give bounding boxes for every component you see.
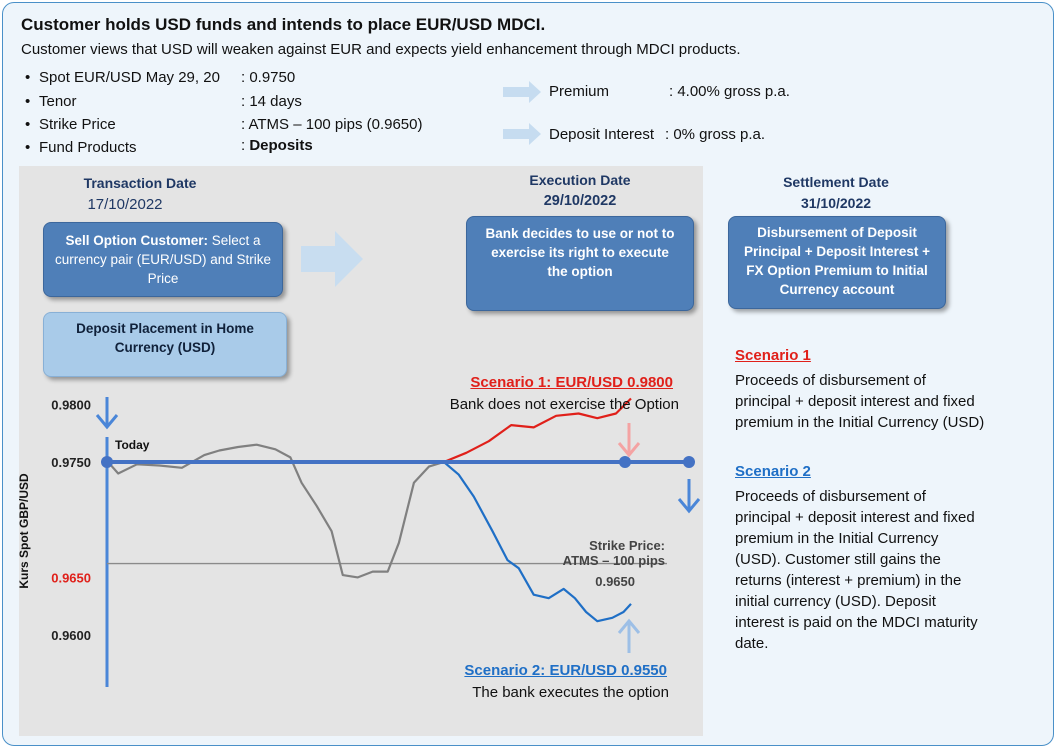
scenario2-caption: The bank executes the option	[472, 684, 669, 701]
term-value: : Deposits	[241, 137, 313, 154]
term-fund: • Fund Products	[25, 139, 137, 156]
arrow-right-icon	[503, 81, 541, 103]
arrow-right-icon	[301, 231, 363, 287]
strike-label-1: Strike Price:	[589, 538, 665, 553]
sell-option-bold: Sell Option Customer:	[65, 233, 208, 248]
term-tenor: • Tenor	[25, 93, 77, 110]
chart-ylabel: Kurs Spot GBP/USD	[17, 473, 31, 589]
deposit-placement-box: Deposit Placement in Home Currency (USD)	[43, 312, 287, 377]
sell-option-box: Sell Option Customer: Select a currency …	[43, 222, 283, 297]
today-point	[101, 456, 113, 468]
scenario1-arrow-icon	[617, 423, 641, 458]
scenario2-arrow-icon	[617, 618, 641, 653]
series-line-0	[106, 443, 445, 579]
term-label: Tenor	[39, 93, 77, 110]
y-tick-label: 0.9750	[51, 455, 91, 470]
scenario1-caption: Bank does not exercise the Option	[449, 396, 679, 413]
y-tick-label: 0.9600	[51, 628, 91, 643]
arrow-down-icon	[95, 397, 119, 430]
term-label: Spot EUR/USD May 29, 20	[39, 69, 220, 86]
y-tick-label: 0.9800	[51, 397, 91, 412]
execution-point	[619, 456, 631, 468]
term-value: : ATMS – 100 pips (0.9650)	[241, 116, 423, 133]
strike-value: 0.9650	[595, 574, 635, 589]
arrow-right-icon	[503, 123, 541, 145]
today-label: Today	[115, 438, 150, 452]
term-label: Fund Products	[39, 139, 137, 156]
execution-date-title: Execution Date	[529, 172, 631, 188]
execution-date-value: 29/10/2022	[543, 193, 617, 209]
sell-option-rest: Select a currency pair (EUR/USD) and Str…	[54, 233, 272, 286]
arrow-down-icon	[677, 479, 701, 514]
settlement-date-value: 31/10/2022	[800, 195, 872, 211]
scenario1-heading: Scenario 1	[735, 347, 811, 364]
y-tick-label: 0.9650	[51, 570, 91, 585]
series-line-1	[443, 397, 632, 464]
term-value: : 0.9750	[241, 69, 296, 86]
deposit-interest-value: : 0% gross p.a.	[665, 126, 766, 143]
bank-decides-box: Bank decides to use or not to exercise i…	[466, 216, 694, 311]
transaction-date-title: Transaction Date	[83, 175, 197, 191]
fx-chart: 0.9800 0.9750 0.9650 0.9600 Today	[51, 397, 701, 687]
page-subtitle: Customer views that USD will weaken agai…	[21, 41, 741, 58]
term-label: Strike Price	[39, 116, 116, 133]
scenario2-title: Scenario 2: EUR/USD 0.9550	[464, 662, 667, 679]
scenario2-heading: Scenario 2	[735, 463, 811, 480]
term-value-prefix: :	[241, 137, 250, 154]
settlement-date-title: Settlement Date	[783, 174, 889, 190]
transaction-date-value: 17/10/2022	[87, 196, 163, 213]
series-line-2	[443, 461, 632, 623]
term-value: : 14 days	[241, 93, 302, 110]
chart-layer: 0.9800 0.9750 0.9650 0.9600 Today	[51, 397, 701, 687]
scenario1-title: Scenario 1: EUR/USD 0.9800	[470, 374, 673, 391]
term-value-bold: Deposits	[249, 137, 313, 154]
premium-value: : 4.00% gross p.a.	[669, 83, 790, 100]
term-strike: • Strike Price	[25, 116, 116, 133]
scenario2-text: Proceeds of disbursement of principal + …	[735, 488, 978, 652]
premium-label: Premium	[549, 83, 610, 100]
disbursement-box: Disbursement of Deposit Principal + Depo…	[728, 216, 946, 309]
term-spot: • Spot EUR/USD May 29, 20	[25, 69, 220, 86]
strike-label-2: ATMS – 100 pips	[562, 553, 665, 568]
scenario1-text: Proceeds of disbursement of principal + …	[735, 372, 985, 431]
page-title: Customer holds USD funds and intends to …	[21, 15, 546, 34]
settlement-point	[683, 456, 695, 468]
deposit-interest-label: Deposit Interest	[549, 126, 655, 143]
